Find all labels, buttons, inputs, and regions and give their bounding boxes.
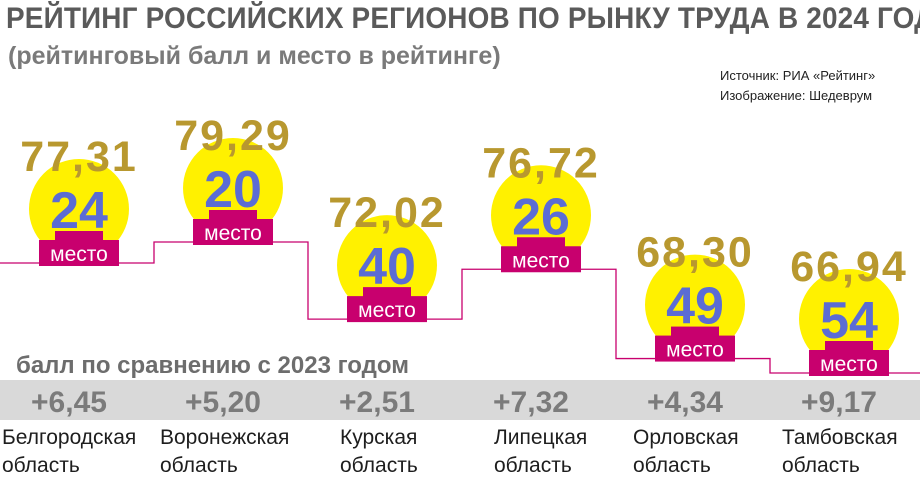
rank-badge-tab xyxy=(363,287,411,298)
rank-badge xyxy=(347,296,427,323)
rank-badge-label: место xyxy=(666,339,724,362)
region-name: Тамбовская область xyxy=(782,424,898,480)
rank-number: 20 xyxy=(204,161,262,219)
rank-badge-tab xyxy=(209,210,257,220)
region-name: Липецкая область xyxy=(494,424,587,480)
score-label: 77,31 xyxy=(20,133,138,181)
chart-subtitle: (рейтинговый балл и место в рейтинге) xyxy=(8,42,501,70)
region-name: Воронежская область xyxy=(160,424,289,480)
rank-number: 24 xyxy=(50,182,108,240)
region-type-line: область xyxy=(160,454,238,477)
delta-label: +6,45 xyxy=(31,386,107,419)
rank-circle xyxy=(337,215,437,316)
score-label: 68,30 xyxy=(636,229,754,277)
rank-badge-tab xyxy=(825,341,873,351)
source-note: Источник: РИА «Рейтинг» Изображение: Шед… xyxy=(720,66,875,106)
rank-badge-label: место xyxy=(512,249,570,272)
score-label: 76,72 xyxy=(482,139,600,187)
region-name: Курская область xyxy=(340,424,418,480)
rank-badge xyxy=(501,246,581,273)
region-name-line: Воронежская xyxy=(160,426,290,449)
step-line xyxy=(0,241,920,374)
delta-label: +4,34 xyxy=(647,386,723,419)
region-type-line: область xyxy=(340,454,418,477)
rank-badge-label: место xyxy=(204,222,262,245)
region-name-line: Тамбовская xyxy=(782,426,898,449)
region-type-line: область xyxy=(782,454,860,477)
rank-badge-label: место xyxy=(50,243,108,266)
rank-badge xyxy=(809,350,889,376)
rank-badge-label: место xyxy=(820,353,878,376)
rank-badge xyxy=(193,219,273,245)
rank-badge xyxy=(655,335,735,362)
region-name: Орловская область xyxy=(633,424,739,480)
region-name-line: Белгородская xyxy=(2,426,137,449)
rank-number: 49 xyxy=(666,278,724,336)
comparison-label: балл по сравнению с 2023 годом xyxy=(16,352,409,379)
region-name-line: Липецкая xyxy=(494,426,588,449)
delta-label: +5,20 xyxy=(185,386,261,419)
rank-circle xyxy=(645,254,745,355)
rank-circle xyxy=(183,138,283,238)
score-label: 79,29 xyxy=(174,112,292,160)
rank-number: 40 xyxy=(358,238,416,296)
rank-number: 54 xyxy=(820,292,878,350)
image-credit-line: Изображение: Шедеврум xyxy=(720,88,873,103)
region-type-line: область xyxy=(2,454,80,477)
region-name: Белгородская область xyxy=(2,424,136,480)
score-label: 72,02 xyxy=(328,189,446,237)
rank-number: 26 xyxy=(512,188,570,246)
rank-circle xyxy=(799,269,899,369)
rank-badge-tab xyxy=(517,237,565,248)
rank-circle xyxy=(29,159,129,260)
region-type-line: область xyxy=(494,454,572,477)
chart-title: РЕЙТИНГ РОССИЙСКИХ РЕГИОНОВ ПО РЫНКУ ТРУ… xyxy=(6,2,920,35)
delta-label: +9,17 xyxy=(801,386,877,419)
region-name-line: Орловская xyxy=(633,426,739,449)
rank-badge-tab xyxy=(55,231,103,242)
region-type-line: область xyxy=(633,454,711,477)
rank-badge xyxy=(39,240,119,267)
region-name-line: Курская xyxy=(340,426,418,449)
rank-badge-tab xyxy=(671,326,719,337)
rank-circle xyxy=(491,165,591,266)
comparison-strip xyxy=(0,380,920,420)
score-label: 66,94 xyxy=(790,243,908,291)
delta-label: +2,51 xyxy=(339,386,415,419)
delta-label: +7,32 xyxy=(493,386,569,419)
rank-badge-label: место xyxy=(358,299,416,322)
source-line: Источник: РИА «Рейтинг» xyxy=(720,68,876,83)
